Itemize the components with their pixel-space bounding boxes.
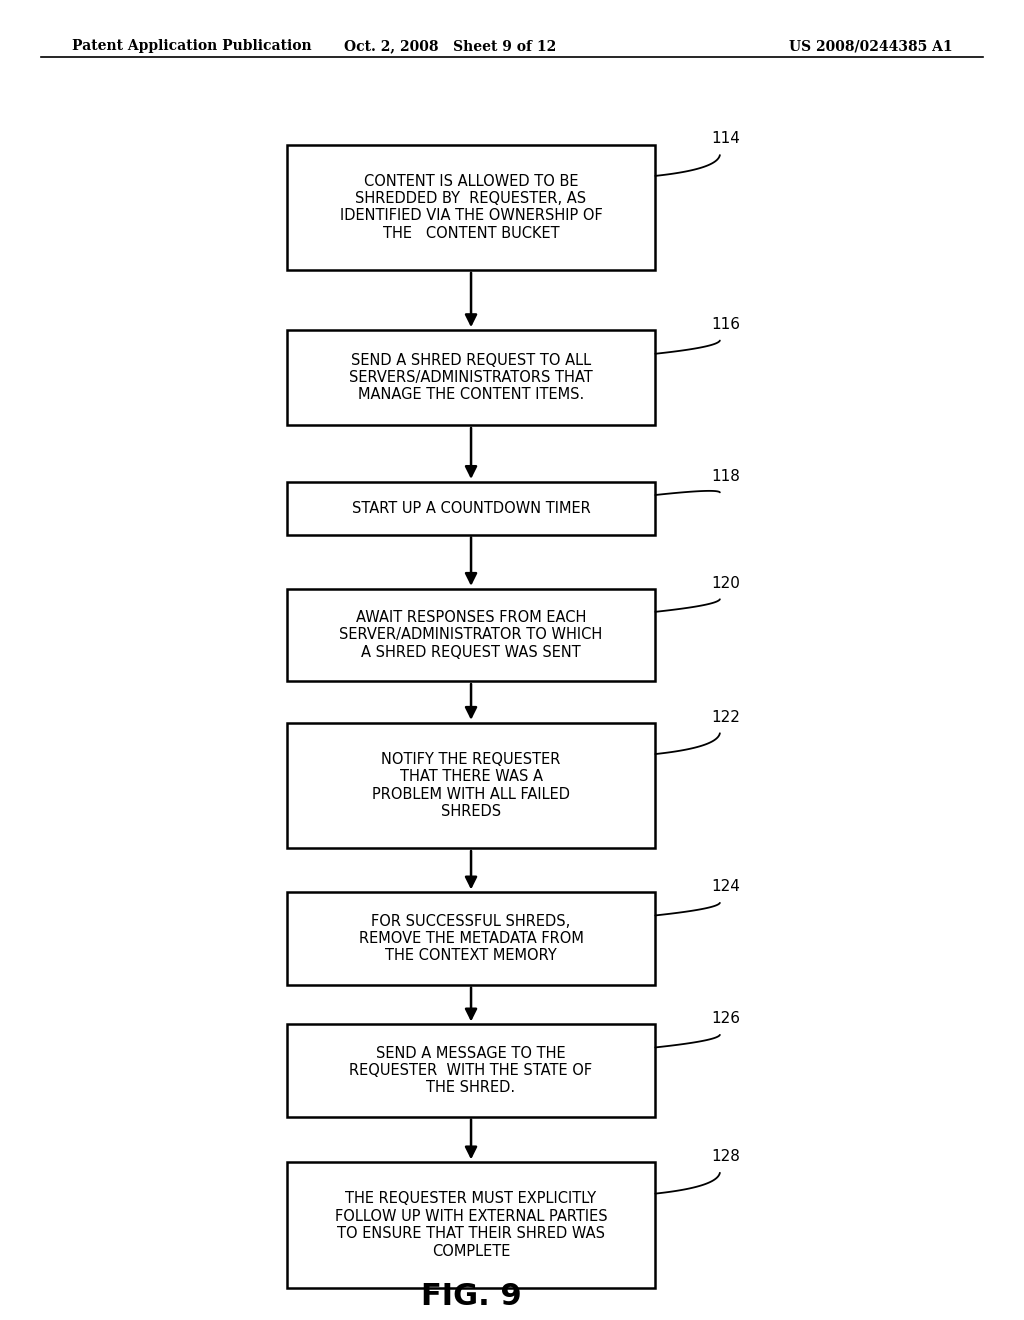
FancyBboxPatch shape <box>287 330 655 425</box>
FancyBboxPatch shape <box>287 722 655 847</box>
Text: AWAIT RESPONSES FROM EACH
SERVER/ADMINISTRATOR TO WHICH
A SHRED REQUEST WAS SENT: AWAIT RESPONSES FROM EACH SERVER/ADMINIS… <box>339 610 603 660</box>
Text: NOTIFY THE REQUESTER
THAT THERE WAS A
PROBLEM WITH ALL FAILED
SHREDS: NOTIFY THE REQUESTER THAT THERE WAS A PR… <box>372 752 570 818</box>
Text: 116: 116 <box>712 317 740 331</box>
Text: FOR SUCCESSFUL SHREDS,
REMOVE THE METADATA FROM
THE CONTEXT MEMORY: FOR SUCCESSFUL SHREDS, REMOVE THE METADA… <box>358 913 584 964</box>
Text: START UP A COUNTDOWN TIMER: START UP A COUNTDOWN TIMER <box>351 500 591 516</box>
Text: THE REQUESTER MUST EXPLICITLY
FOLLOW UP WITH EXTERNAL PARTIES
TO ENSURE THAT THE: THE REQUESTER MUST EXPLICITLY FOLLOW UP … <box>335 1192 607 1258</box>
FancyBboxPatch shape <box>287 589 655 681</box>
Text: US 2008/0244385 A1: US 2008/0244385 A1 <box>788 40 952 53</box>
Text: CONTENT IS ALLOWED TO BE
SHREDDED BY  REQUESTER, AS
IDENTIFIED VIA THE OWNERSHIP: CONTENT IS ALLOWED TO BE SHREDDED BY REQ… <box>340 174 602 240</box>
Text: FIG. 9: FIG. 9 <box>421 1282 521 1311</box>
FancyBboxPatch shape <box>287 482 655 535</box>
Text: 118: 118 <box>712 469 740 483</box>
Text: Oct. 2, 2008   Sheet 9 of 12: Oct. 2, 2008 Sheet 9 of 12 <box>344 40 557 53</box>
FancyBboxPatch shape <box>287 1163 655 1288</box>
Text: 120: 120 <box>712 576 740 590</box>
Text: 124: 124 <box>712 879 740 894</box>
Text: SEND A MESSAGE TO THE
REQUESTER  WITH THE STATE OF
THE SHRED.: SEND A MESSAGE TO THE REQUESTER WITH THE… <box>349 1045 593 1096</box>
FancyBboxPatch shape <box>287 1024 655 1117</box>
Text: 122: 122 <box>712 710 740 725</box>
FancyBboxPatch shape <box>287 144 655 271</box>
Text: Patent Application Publication: Patent Application Publication <box>72 40 311 53</box>
Text: 114: 114 <box>712 132 740 147</box>
Text: SEND A SHRED REQUEST TO ALL
SERVERS/ADMINISTRATORS THAT
MANAGE THE CONTENT ITEMS: SEND A SHRED REQUEST TO ALL SERVERS/ADMI… <box>349 352 593 403</box>
Text: 126: 126 <box>712 1011 740 1026</box>
FancyBboxPatch shape <box>287 892 655 985</box>
Text: 128: 128 <box>712 1148 740 1164</box>
